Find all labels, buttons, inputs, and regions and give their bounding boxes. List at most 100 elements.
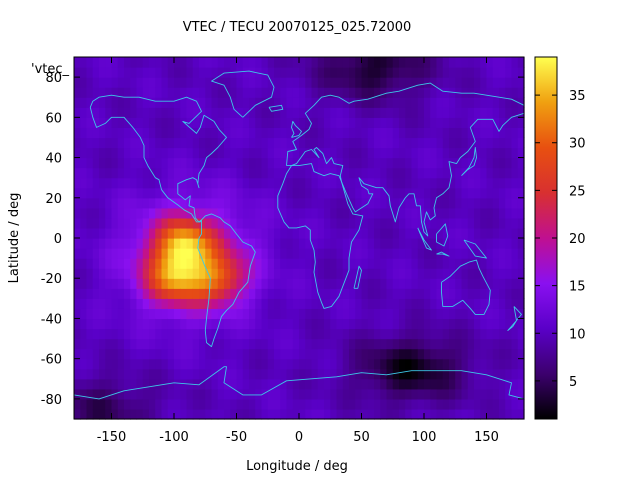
heatmap-cell bbox=[299, 358, 306, 370]
heatmap-cell bbox=[130, 298, 138, 309]
heatmap-cell bbox=[355, 197, 363, 209]
heatmap-cell bbox=[411, 127, 419, 139]
heatmap-cell bbox=[255, 67, 263, 78]
heatmap-cell bbox=[199, 77, 206, 88]
heatmap-cell bbox=[430, 57, 438, 68]
heatmap-cell bbox=[161, 308, 169, 320]
heatmap-cell bbox=[174, 258, 181, 269]
heatmap-cell bbox=[392, 147, 400, 159]
heatmap-cell bbox=[417, 248, 425, 259]
heatmap-cell bbox=[405, 207, 413, 219]
heatmap-cell bbox=[380, 177, 388, 189]
heatmap-cell bbox=[355, 177, 363, 189]
heatmap-cell bbox=[186, 147, 194, 159]
heatmap-cell bbox=[305, 288, 313, 299]
heatmap-cell bbox=[255, 177, 263, 189]
heatmap-cell bbox=[142, 177, 150, 189]
heatmap-cell bbox=[474, 238, 481, 249]
heatmap-cell bbox=[136, 187, 144, 199]
heatmap-cell bbox=[105, 268, 113, 279]
heatmap-cell bbox=[224, 238, 231, 249]
heatmap-cell bbox=[392, 298, 400, 309]
heatmap-cell bbox=[474, 248, 481, 259]
heatmap-cell bbox=[486, 258, 494, 269]
heatmap-cell bbox=[249, 398, 256, 410]
heatmap-cell bbox=[442, 207, 450, 219]
heatmap-cell bbox=[392, 227, 400, 239]
heatmap-cell bbox=[124, 358, 131, 370]
heatmap-cell bbox=[417, 187, 425, 199]
heatmap-cell bbox=[436, 207, 444, 219]
heatmap-cell bbox=[199, 227, 206, 239]
heatmap-cell bbox=[267, 248, 275, 259]
heatmap-cell bbox=[492, 227, 500, 239]
heatmap-cell bbox=[299, 328, 306, 340]
heatmap-cell bbox=[111, 328, 119, 340]
heatmap-cell bbox=[286, 378, 294, 390]
heatmap-cell bbox=[436, 408, 444, 420]
heatmap-cell bbox=[130, 117, 138, 128]
heatmap-cell bbox=[249, 67, 256, 78]
heatmap-cell bbox=[474, 177, 481, 189]
heatmap-cell bbox=[367, 227, 375, 239]
heatmap-cell bbox=[330, 398, 338, 410]
heatmap-cell bbox=[117, 338, 125, 350]
heatmap-cell bbox=[105, 117, 113, 128]
heatmap-cell bbox=[324, 298, 331, 309]
heatmap-cell bbox=[361, 408, 369, 420]
heatmap-cell bbox=[92, 57, 100, 68]
heatmap-cell bbox=[192, 268, 200, 279]
heatmap-cell bbox=[249, 368, 256, 380]
heatmap-cell bbox=[324, 378, 331, 390]
heatmap-cell bbox=[436, 157, 444, 169]
heatmap-cell bbox=[392, 408, 400, 420]
heatmap-cell bbox=[374, 388, 381, 400]
heatmap-cell bbox=[436, 328, 444, 340]
heatmap-cell bbox=[124, 378, 131, 390]
heatmap-cell bbox=[480, 308, 488, 320]
heatmap-cell bbox=[392, 157, 400, 169]
heatmap-cell bbox=[86, 258, 94, 269]
heatmap-cell bbox=[517, 398, 525, 410]
heatmap-cell bbox=[192, 77, 200, 88]
heatmap-cell bbox=[255, 157, 263, 169]
heatmap-cell bbox=[230, 187, 238, 199]
heatmap-cell bbox=[180, 318, 188, 330]
heatmap-cell bbox=[286, 67, 294, 78]
heatmap-cell bbox=[449, 348, 456, 360]
heatmap-cell bbox=[249, 248, 256, 259]
heatmap-cell bbox=[517, 238, 525, 249]
heatmap-cell bbox=[299, 217, 306, 229]
heatmap-cell bbox=[249, 167, 256, 179]
heatmap-cell bbox=[430, 117, 438, 128]
heatmap-cell bbox=[336, 388, 344, 400]
heatmap-cell bbox=[517, 67, 525, 78]
heatmap-cell bbox=[86, 328, 94, 340]
heatmap-cell bbox=[317, 177, 325, 189]
heatmap-cell bbox=[180, 268, 188, 279]
heatmap-cell bbox=[474, 358, 481, 370]
heatmap-cell bbox=[417, 358, 425, 370]
heatmap-cell bbox=[199, 167, 206, 179]
heatmap-cell bbox=[417, 258, 425, 269]
coastline-segment bbox=[268, 104, 284, 112]
heatmap-cell bbox=[342, 258, 350, 269]
heatmap-cell bbox=[236, 117, 244, 128]
heatmap-cell bbox=[492, 77, 500, 88]
heatmap-cell bbox=[186, 298, 194, 309]
heatmap-cell bbox=[74, 117, 81, 128]
heatmap-cell bbox=[99, 328, 106, 340]
heatmap-cell bbox=[392, 137, 400, 149]
heatmap-cell bbox=[461, 298, 469, 309]
heatmap-cell bbox=[455, 358, 463, 370]
heatmap-cell bbox=[405, 107, 413, 118]
heatmap-cell bbox=[461, 258, 469, 269]
heatmap-cell bbox=[267, 388, 275, 400]
heatmap-cell bbox=[424, 77, 431, 88]
heatmap-cell bbox=[411, 288, 419, 299]
coastline-segment bbox=[197, 213, 256, 348]
heatmap-cell bbox=[492, 268, 500, 279]
heatmap-cell bbox=[317, 358, 325, 370]
heatmap-cell bbox=[299, 137, 306, 149]
heatmap-cell bbox=[467, 288, 475, 299]
